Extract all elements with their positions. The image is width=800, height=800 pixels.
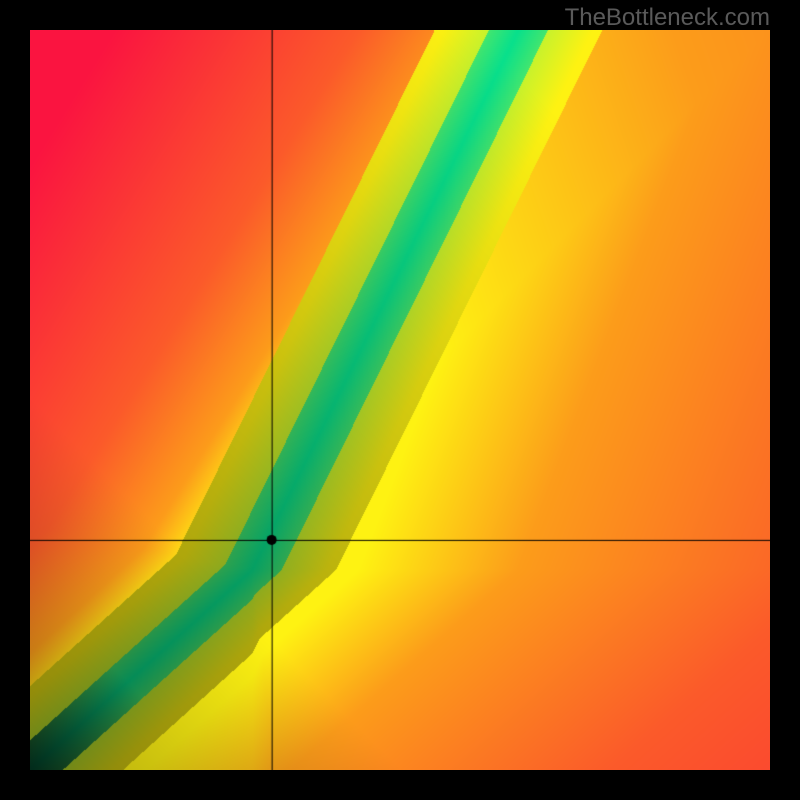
- chart-container: { "watermark": { "text": "TheBottleneck.…: [0, 0, 800, 800]
- bottleneck-heatmap: [30, 30, 770, 770]
- watermark-text: TheBottleneck.com: [565, 4, 770, 32]
